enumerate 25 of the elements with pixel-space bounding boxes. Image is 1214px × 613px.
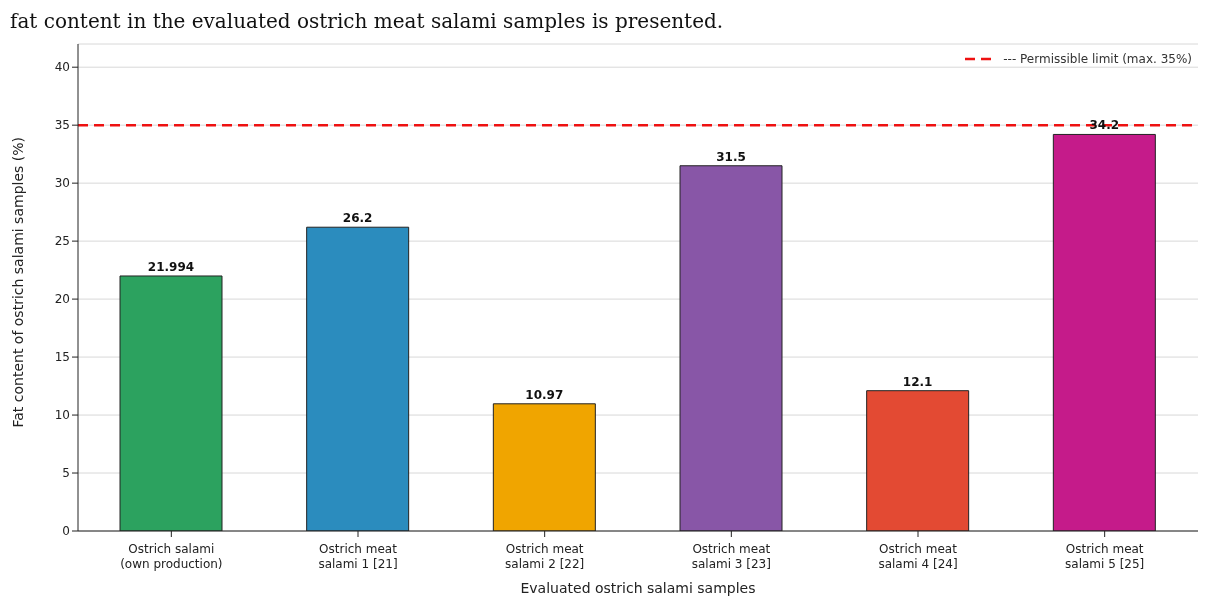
y-tick-label: 5 <box>62 466 70 481</box>
y-tick-label: 30 <box>54 176 70 191</box>
data-label: 31.5 <box>716 149 746 164</box>
x-axis-title: Evaluated ostrich salami samples <box>520 579 756 596</box>
legend-label: --- Permissible limit (max. 35%) <box>1003 52 1192 66</box>
data-label: 26.2 <box>342 211 373 226</box>
y-tick-label: 40 <box>54 60 70 75</box>
x-tick-label: Ostrich meat salami 4 [24] <box>878 542 958 571</box>
y-tick-label: 20 <box>54 292 70 307</box>
x-tick-label: Ostrich meat salami 5 [25] <box>1065 542 1145 571</box>
x-tick-label: Ostrich meat salami 1 [21] <box>318 542 398 571</box>
x-tick-label: Ostrich salami (own production) <box>120 542 223 571</box>
y-tick-label: 15 <box>54 350 70 365</box>
x-tick-label: Ostrich meat salami 3 [23] <box>691 542 771 571</box>
y-tick-label: 25 <box>54 234 70 249</box>
data-label: 12.1 <box>902 374 933 389</box>
y-axis-title: Fat content of ostrich salami samples (%) <box>9 137 26 428</box>
text: fat content in the evaluated ostrich meat salami samples is presented. <box>10 8 725 34</box>
y-tick-label: 10 <box>54 408 70 423</box>
data-label: 34.2 <box>1089 118 1120 133</box>
y-tick-label: 35 <box>54 118 70 133</box>
data-label: 21.994 <box>147 259 195 274</box>
y-tick-label: 0 <box>62 524 70 539</box>
x-tick-label: Ostrich meat salami 2 [22] <box>505 542 585 571</box>
data-label: 10.97 <box>525 387 564 402</box>
